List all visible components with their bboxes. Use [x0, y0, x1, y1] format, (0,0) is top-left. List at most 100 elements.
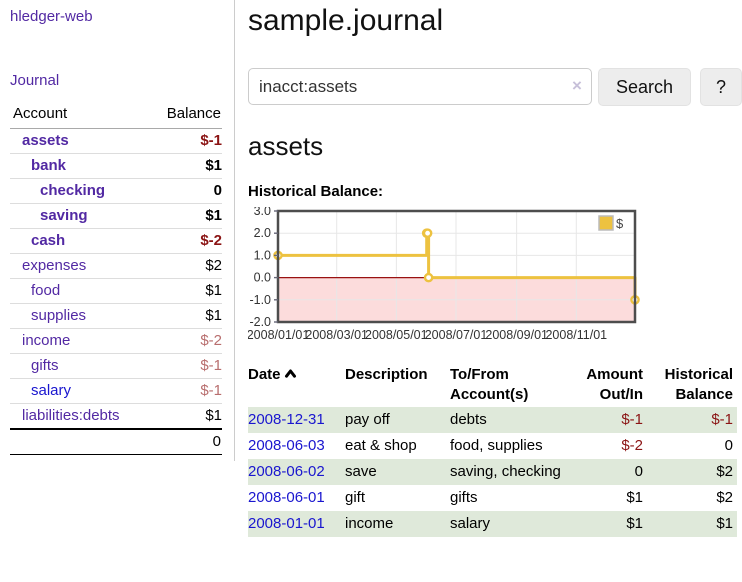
sidebar-account-cash[interactable]: cash — [10, 228, 149, 254]
register-row: 2008-06-01 gift gifts $1 $2 — [248, 485, 737, 511]
sort-ascending-icon — [284, 369, 296, 378]
sidebar-account-balance: $2 — [148, 253, 222, 279]
transaction-balance: $2 — [716, 489, 733, 506]
register-header-amount: Amount Out/In — [562, 363, 647, 407]
svg-text:2008/09/01: 2008/09/01 — [485, 328, 548, 342]
register-header-date[interactable]: Date — [248, 363, 345, 407]
sidebar-account-balance: $1 — [148, 303, 222, 329]
accounts-header-row: Account Balance — [10, 102, 222, 129]
account-row: liabilities:debts $1 — [10, 403, 222, 430]
clear-search-icon[interactable]: × — [572, 76, 582, 95]
account-heading: assets — [248, 131, 324, 161]
sidebar-account-checking[interactable]: checking — [10, 178, 149, 204]
accounts-total-spacer — [10, 428, 149, 455]
sidebar-account-assets[interactable]: assets — [10, 128, 149, 154]
transaction-description: income — [345, 515, 394, 532]
register-header-accounts-line2: Account(s) — [450, 386, 529, 403]
transaction-description: pay off — [345, 411, 390, 428]
sidebar-account-gifts[interactable]: gifts — [10, 353, 149, 379]
search-bar: × Search ? — [248, 68, 742, 106]
main-content: sample.journal × Search ? assets Histori… — [235, 0, 742, 537]
transaction-amount: 0 — [634, 463, 643, 480]
sidebar-account-liabilities-debts[interactable]: liabilities:debts — [10, 403, 149, 430]
account-row: assets $-1 — [10, 128, 222, 154]
register-header-amount-line2: Out/In — [599, 386, 643, 403]
historical-balance-chart: 3.0 2.0 1.0 0.0 -1.0 -2.0 2008/01/01 2008/03/01… — [247, 204, 742, 349]
transaction-accounts: gifts — [450, 489, 478, 506]
register-row: 2008-06-03 eat & shop food, supplies $-2 0 — [248, 433, 737, 459]
search-button[interactable]: Search — [597, 68, 691, 106]
account-row: gifts $-1 — [10, 353, 222, 379]
transaction-amount: $1 — [626, 489, 643, 506]
sidebar-account-balance: $-1 — [148, 378, 222, 404]
transaction-accounts: saving, checking — [450, 463, 561, 480]
sidebar-item-journal[interactable]: Journal — [10, 72, 60, 89]
svg-text:2008/01/01: 2008/01/01 — [248, 328, 309, 342]
transaction-balance: $1 — [716, 515, 733, 532]
brand-link[interactable]: hledger-web — [10, 8, 93, 25]
register-header-balance-line1: Historical — [664, 366, 733, 383]
sidebar-account-bank[interactable]: bank — [10, 153, 149, 179]
account-row: income $-2 — [10, 328, 222, 354]
sidebar-account-expenses[interactable]: expenses — [10, 253, 149, 279]
account-row: bank $1 — [10, 153, 222, 179]
transaction-description: save — [345, 463, 377, 480]
sidebar-account-balance: $1 — [148, 153, 222, 179]
page-title: sample.journal — [248, 4, 444, 37]
search-input[interactable] — [248, 68, 592, 105]
transaction-accounts: food, supplies — [450, 437, 543, 454]
transaction-date-link[interactable]: 2008-06-03 — [248, 437, 325, 454]
transaction-amount: $-2 — [621, 437, 643, 454]
transaction-accounts: debts — [450, 411, 487, 428]
sidebar-account-supplies[interactable]: supplies — [10, 303, 149, 329]
svg-text:2008/11/01: 2008/11/01 — [545, 328, 607, 342]
transaction-date-link[interactable]: 2008-12-31 — [248, 411, 325, 428]
transaction-balance: $2 — [716, 463, 733, 480]
transaction-description: gift — [345, 489, 366, 506]
register-header-description: Description — [345, 366, 428, 383]
transaction-date-link[interactable]: 2008-01-01 — [248, 515, 325, 532]
register-row: 2008-12-31 pay off debts $-1 $-1 — [248, 407, 737, 433]
register-header-balance-line2: Balance — [675, 386, 733, 403]
svg-text:-1.0: -1.0 — [249, 293, 271, 307]
transaction-date-link[interactable]: 2008-06-01 — [248, 489, 325, 506]
sidebar-account-balance: $1 — [148, 403, 222, 430]
account-row: expenses $2 — [10, 253, 222, 279]
sidebar-account-balance: $-2 — [148, 228, 222, 254]
transaction-amount: $1 — [626, 515, 643, 532]
accounts-header-balance: Balance — [148, 102, 222, 129]
transaction-amount: $-1 — [621, 411, 643, 428]
help-button[interactable]: ? — [699, 68, 742, 106]
sidebar-account-balance: $-2 — [148, 328, 222, 354]
sidebar-account-saving[interactable]: saving — [10, 203, 149, 229]
chart-svg: 3.0 2.0 1.0 0.0 -1.0 -2.02008/01/012008/03/01… — [247, 204, 640, 342]
svg-text:3.0: 3.0 — [254, 207, 271, 218]
sidebar-account-balance: $1 — [148, 278, 222, 304]
sidebar-account-balance: $1 — [148, 203, 222, 229]
register-header-balance: Historical Balance — [647, 363, 737, 407]
search-input-wrap: × — [248, 68, 592, 106]
sidebar-account-salary[interactable]: salary — [10, 378, 149, 404]
transaction-date-link[interactable]: 2008-06-02 — [248, 463, 325, 480]
accounts-total-row: 0 — [10, 428, 222, 455]
account-row: cash $-2 — [10, 228, 222, 254]
svg-text:2008/05/01: 2008/05/01 — [365, 328, 428, 342]
sidebar: hledger-web Journal Account Balance asse… — [0, 0, 235, 461]
svg-text:$: $ — [616, 216, 624, 231]
account-row: checking 0 — [10, 178, 222, 204]
register-header-accounts-line1: To/From — [450, 366, 509, 383]
register-header-amount-line1: Amount — [586, 366, 643, 383]
sidebar-account-balance: $-1 — [148, 353, 222, 379]
sidebar-account-food[interactable]: food — [10, 278, 149, 304]
sidebar-account-balance: 0 — [148, 178, 222, 204]
register-header-row: Date Description To/From Account(s) Amou… — [248, 363, 737, 407]
accounts-total-balance: 0 — [148, 428, 222, 455]
register-row: 2008-06-02 save saving, checking 0 $2 — [248, 459, 737, 485]
sidebar-account-income[interactable]: income — [10, 328, 149, 354]
svg-text:1.0: 1.0 — [254, 248, 271, 262]
register-header-accounts: To/From Account(s) — [450, 363, 562, 407]
svg-text:-2.0: -2.0 — [249, 315, 271, 329]
account-row: saving $1 — [10, 203, 222, 229]
account-row: supplies $1 — [10, 303, 222, 329]
svg-text:0.0: 0.0 — [254, 271, 271, 285]
